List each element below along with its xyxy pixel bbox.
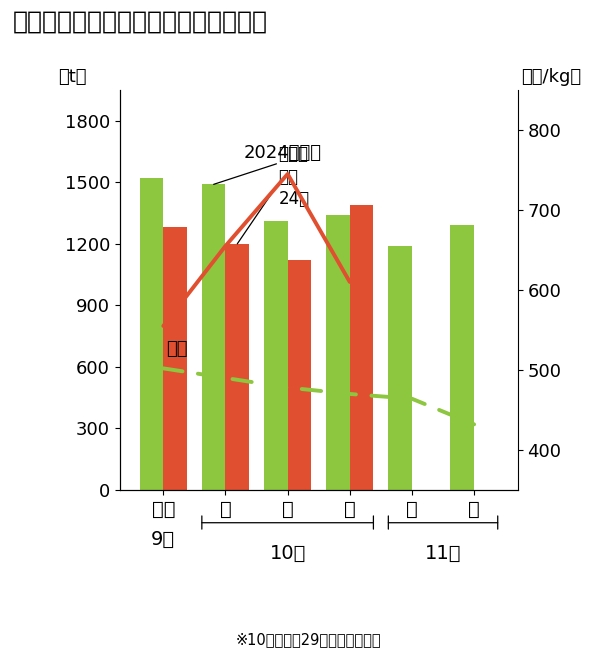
Bar — [288, 260, 311, 490]
Bar — [350, 205, 373, 490]
Text: 9月: 9月 — [152, 530, 176, 549]
Text: 10月: 10月 — [269, 544, 306, 563]
Text: 平年: 平年 — [278, 168, 298, 186]
Bar — [202, 185, 225, 490]
Text: （円/kg）: （円/kg） — [522, 68, 582, 86]
Text: ※10月下旬は29日までのデータ: ※10月下旬は29日までのデータ — [235, 632, 381, 647]
Bar — [225, 244, 249, 490]
Bar — [388, 246, 412, 490]
Text: 取引量: 取引量 — [278, 146, 308, 163]
Text: 24年: 24年 — [278, 190, 309, 209]
Bar — [163, 227, 187, 490]
Text: 2024年価格: 2024年価格 — [244, 144, 322, 162]
Bar — [140, 178, 163, 490]
Bar — [264, 221, 288, 490]
Text: 11月: 11月 — [425, 544, 461, 563]
Bar — [326, 215, 350, 490]
Text: トマトの日農平均価格と取引量の推移: トマトの日農平均価格と取引量の推移 — [12, 10, 267, 34]
Text: 平年: 平年 — [166, 340, 188, 358]
Bar — [450, 226, 474, 490]
Text: （t）: （t） — [58, 68, 87, 86]
